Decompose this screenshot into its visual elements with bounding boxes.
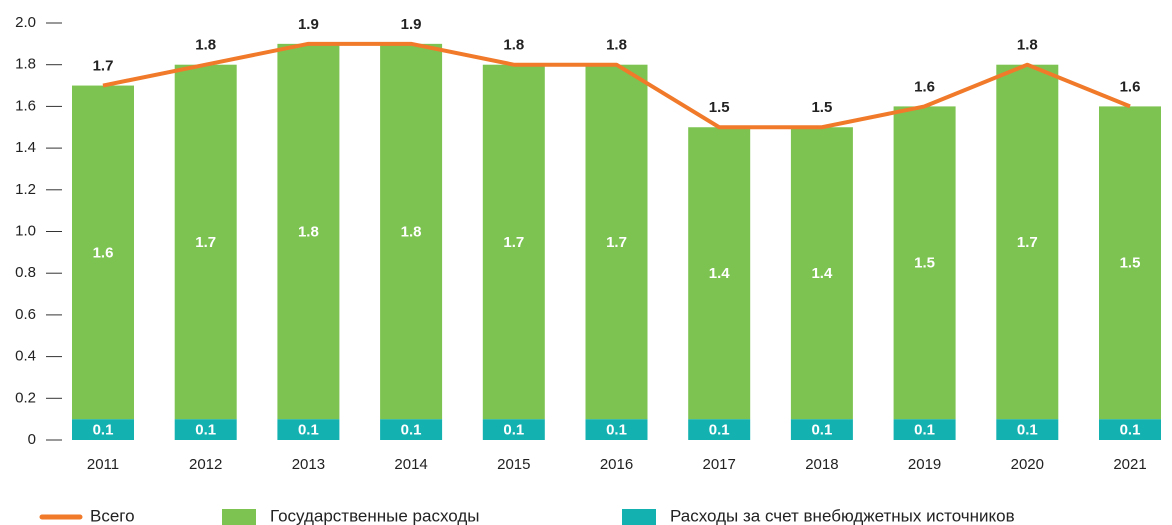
bar-segment [174, 419, 237, 440]
x-tick-label: 2013 [292, 456, 325, 473]
y-tick-label: 1.4 [15, 139, 36, 156]
value-label: 1.4 [811, 265, 833, 282]
value-label: 0.1 [914, 422, 935, 439]
y-tick-label: 0.8 [15, 264, 36, 281]
bar-segment [174, 64, 237, 420]
value-label: 1.7 [606, 234, 627, 251]
total-label: 1.6 [914, 78, 935, 95]
total-label: 1.8 [606, 37, 627, 54]
bar-segment [585, 419, 648, 440]
bar-segment [380, 419, 443, 440]
x-tick-label: 2017 [703, 456, 736, 473]
value-label: 1.8 [401, 223, 422, 240]
bar-segment [482, 64, 545, 420]
value-label: 0.1 [811, 422, 832, 439]
total-label: 1.9 [298, 16, 319, 33]
y-tick-label: 1.6 [15, 97, 36, 114]
bar-segment [996, 419, 1059, 440]
value-label: 1.7 [1017, 234, 1038, 251]
bar-segment [1099, 106, 1161, 420]
x-tick-label: 2014 [394, 456, 427, 473]
bar-segment [893, 419, 956, 440]
total-label: 1.5 [811, 99, 832, 116]
x-tick-label: 2015 [497, 456, 530, 473]
value-label: 1.5 [1120, 255, 1141, 272]
legend-label: Расходы за счет внебюджетных источников [670, 506, 1015, 525]
bar-segment [72, 85, 134, 420]
y-tick-label: 2.0 [15, 14, 36, 31]
x-tick-label: 2019 [908, 456, 941, 473]
value-label: 1.5 [914, 255, 935, 272]
bar-segment [482, 419, 545, 440]
bar-segment [72, 419, 134, 440]
bar-segment [996, 64, 1059, 420]
value-label: 1.6 [93, 244, 114, 261]
value-label: 0.1 [93, 422, 114, 439]
x-tick-label: 2020 [1011, 456, 1044, 473]
value-label: 1.7 [503, 234, 524, 251]
bar-segment [790, 419, 853, 440]
bar-segment [790, 127, 853, 420]
legend-swatch [622, 509, 656, 525]
y-tick-label: 1.2 [15, 181, 36, 198]
x-tick-label: 2021 [1113, 456, 1146, 473]
value-label: 0.1 [606, 422, 627, 439]
bar-segment [277, 43, 340, 420]
value-label: 0.1 [195, 422, 216, 439]
y-tick-label: 1.0 [15, 222, 36, 239]
x-tick-label: 2018 [805, 456, 838, 473]
total-label: 1.7 [93, 58, 114, 75]
value-label: 0.1 [709, 422, 730, 439]
total-line [102, 41, 1131, 130]
bar-segment [688, 419, 751, 440]
bar-segment [277, 419, 340, 440]
total-label: 1.9 [401, 16, 422, 33]
total-label: 1.8 [195, 37, 216, 54]
x-tick-label: 2011 [87, 456, 119, 473]
y-tick-label: 0.4 [15, 348, 36, 365]
value-label: 0.1 [298, 422, 319, 439]
y-tick-label: 0.2 [15, 389, 36, 406]
value-label: 1.7 [195, 234, 216, 251]
bar-segment [585, 64, 648, 420]
bar-segment [893, 106, 956, 420]
bar-segment [688, 127, 751, 420]
y-tick-label: 0.6 [15, 306, 36, 323]
value-label: 1.8 [298, 223, 319, 240]
bar-segment [380, 43, 443, 420]
y-tick-label: 0 [28, 431, 36, 448]
value-label: 0.1 [1017, 422, 1038, 439]
legend-label: Всего [90, 506, 135, 525]
bar-segment [1099, 419, 1161, 440]
legend-swatch [222, 509, 256, 525]
value-label: 0.1 [503, 422, 524, 439]
value-label: 0.1 [401, 422, 422, 439]
total-label: 1.5 [709, 99, 730, 116]
value-label: 0.1 [1120, 422, 1141, 439]
total-label: 1.8 [503, 37, 524, 54]
legend-label: Государственные расходы [270, 506, 479, 525]
total-label: 1.8 [1017, 37, 1038, 54]
total-label: 1.6 [1120, 78, 1141, 95]
y-tick-label: 1.8 [15, 56, 36, 73]
x-tick-label: 2012 [189, 456, 222, 473]
value-label: 1.4 [709, 265, 731, 282]
x-tick-label: 2016 [600, 456, 633, 473]
